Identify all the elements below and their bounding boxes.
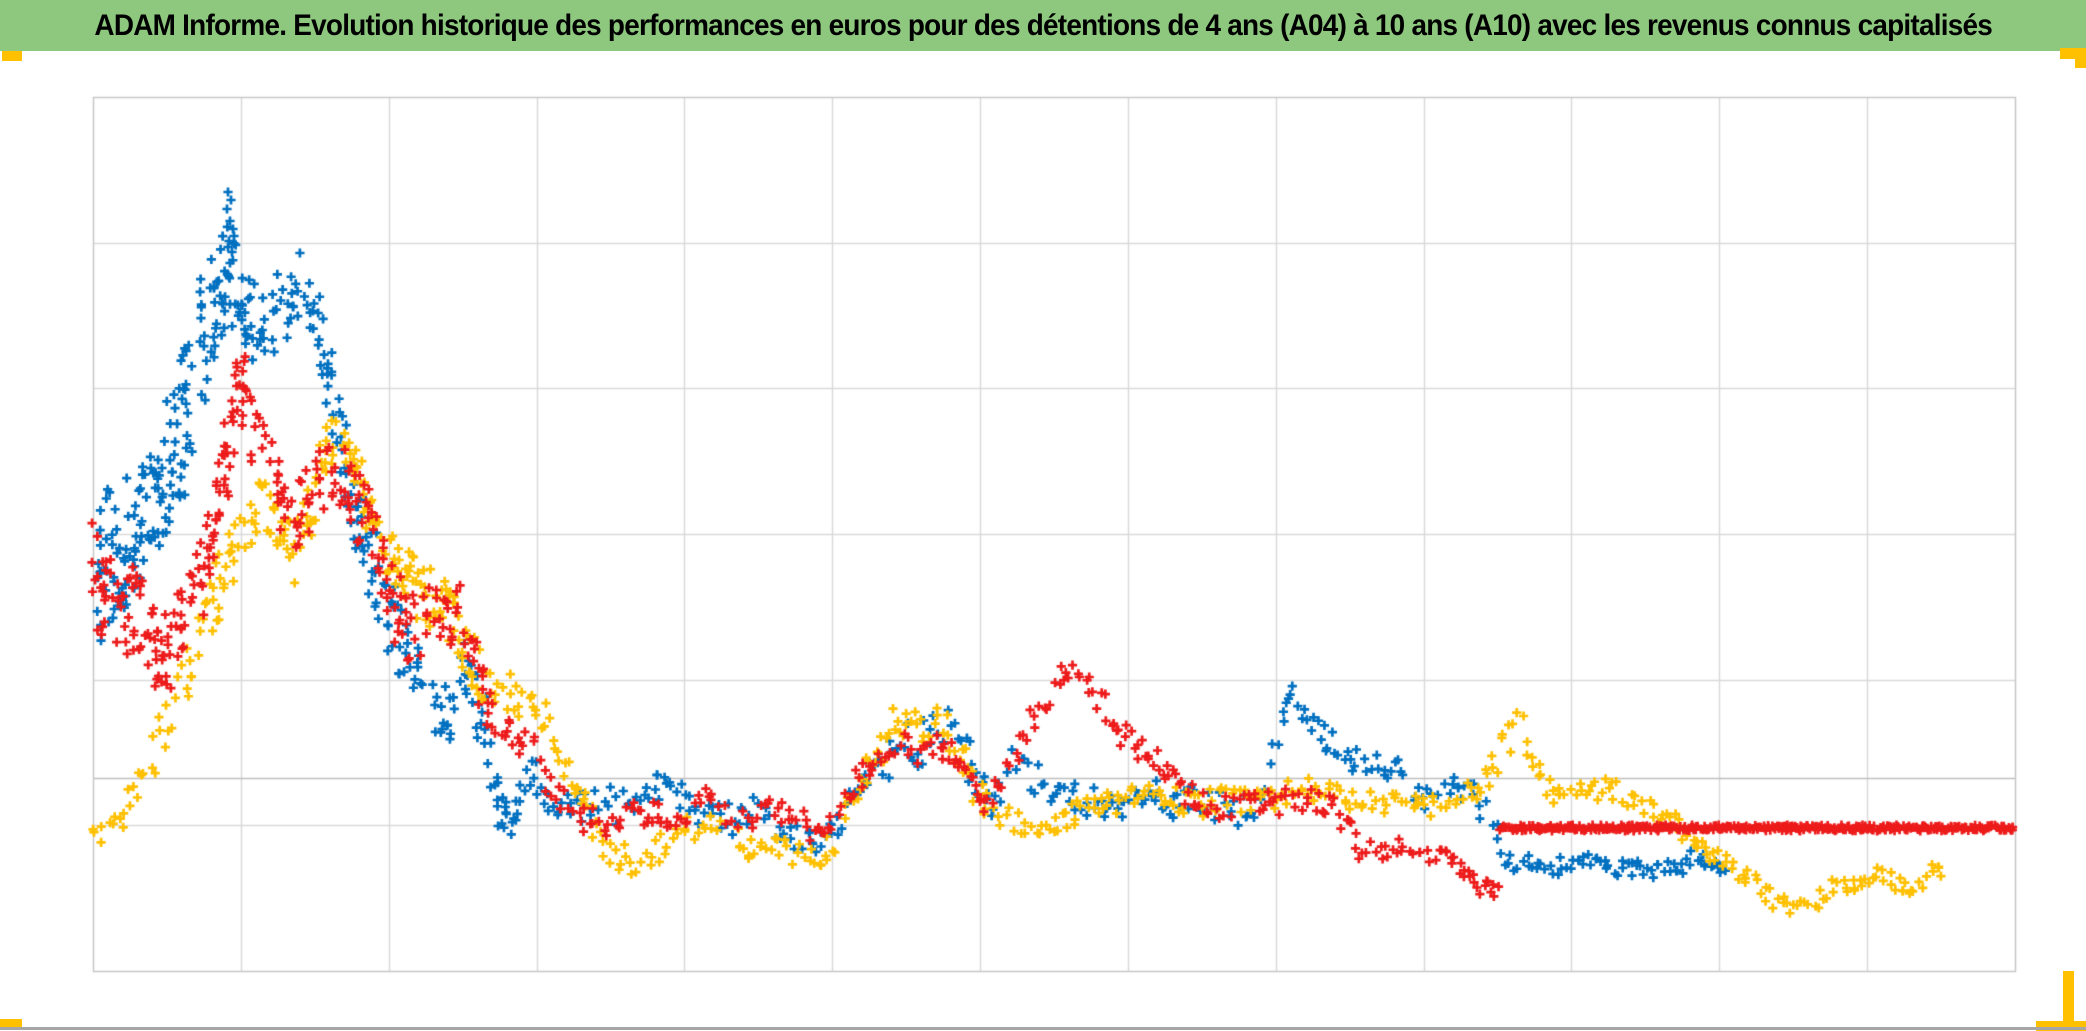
corner-vertical-bar bbox=[2063, 971, 2074, 1026]
corner-horizontal-bar bbox=[2036, 1021, 2086, 1031]
corner-vertical-bar bbox=[2075, 48, 2086, 68]
performance-scatter-chart[interactable] bbox=[0, 51, 2086, 1031]
bottom-rule bbox=[0, 1027, 2086, 1030]
page-break-corner-top-right bbox=[2060, 48, 2086, 68]
header-bar: ADAM Informe. Evolution historique des p… bbox=[0, 0, 2086, 51]
page-break-corner-top-left bbox=[2, 51, 22, 61]
corner-horizontal-bar bbox=[2060, 48, 2086, 59]
page-title: ADAM Informe. Evolution historique des p… bbox=[94, 8, 1992, 42]
page-break-corner-bottom-right bbox=[2036, 968, 2086, 1031]
page-break-corner-bottom-left bbox=[0, 1019, 22, 1030]
